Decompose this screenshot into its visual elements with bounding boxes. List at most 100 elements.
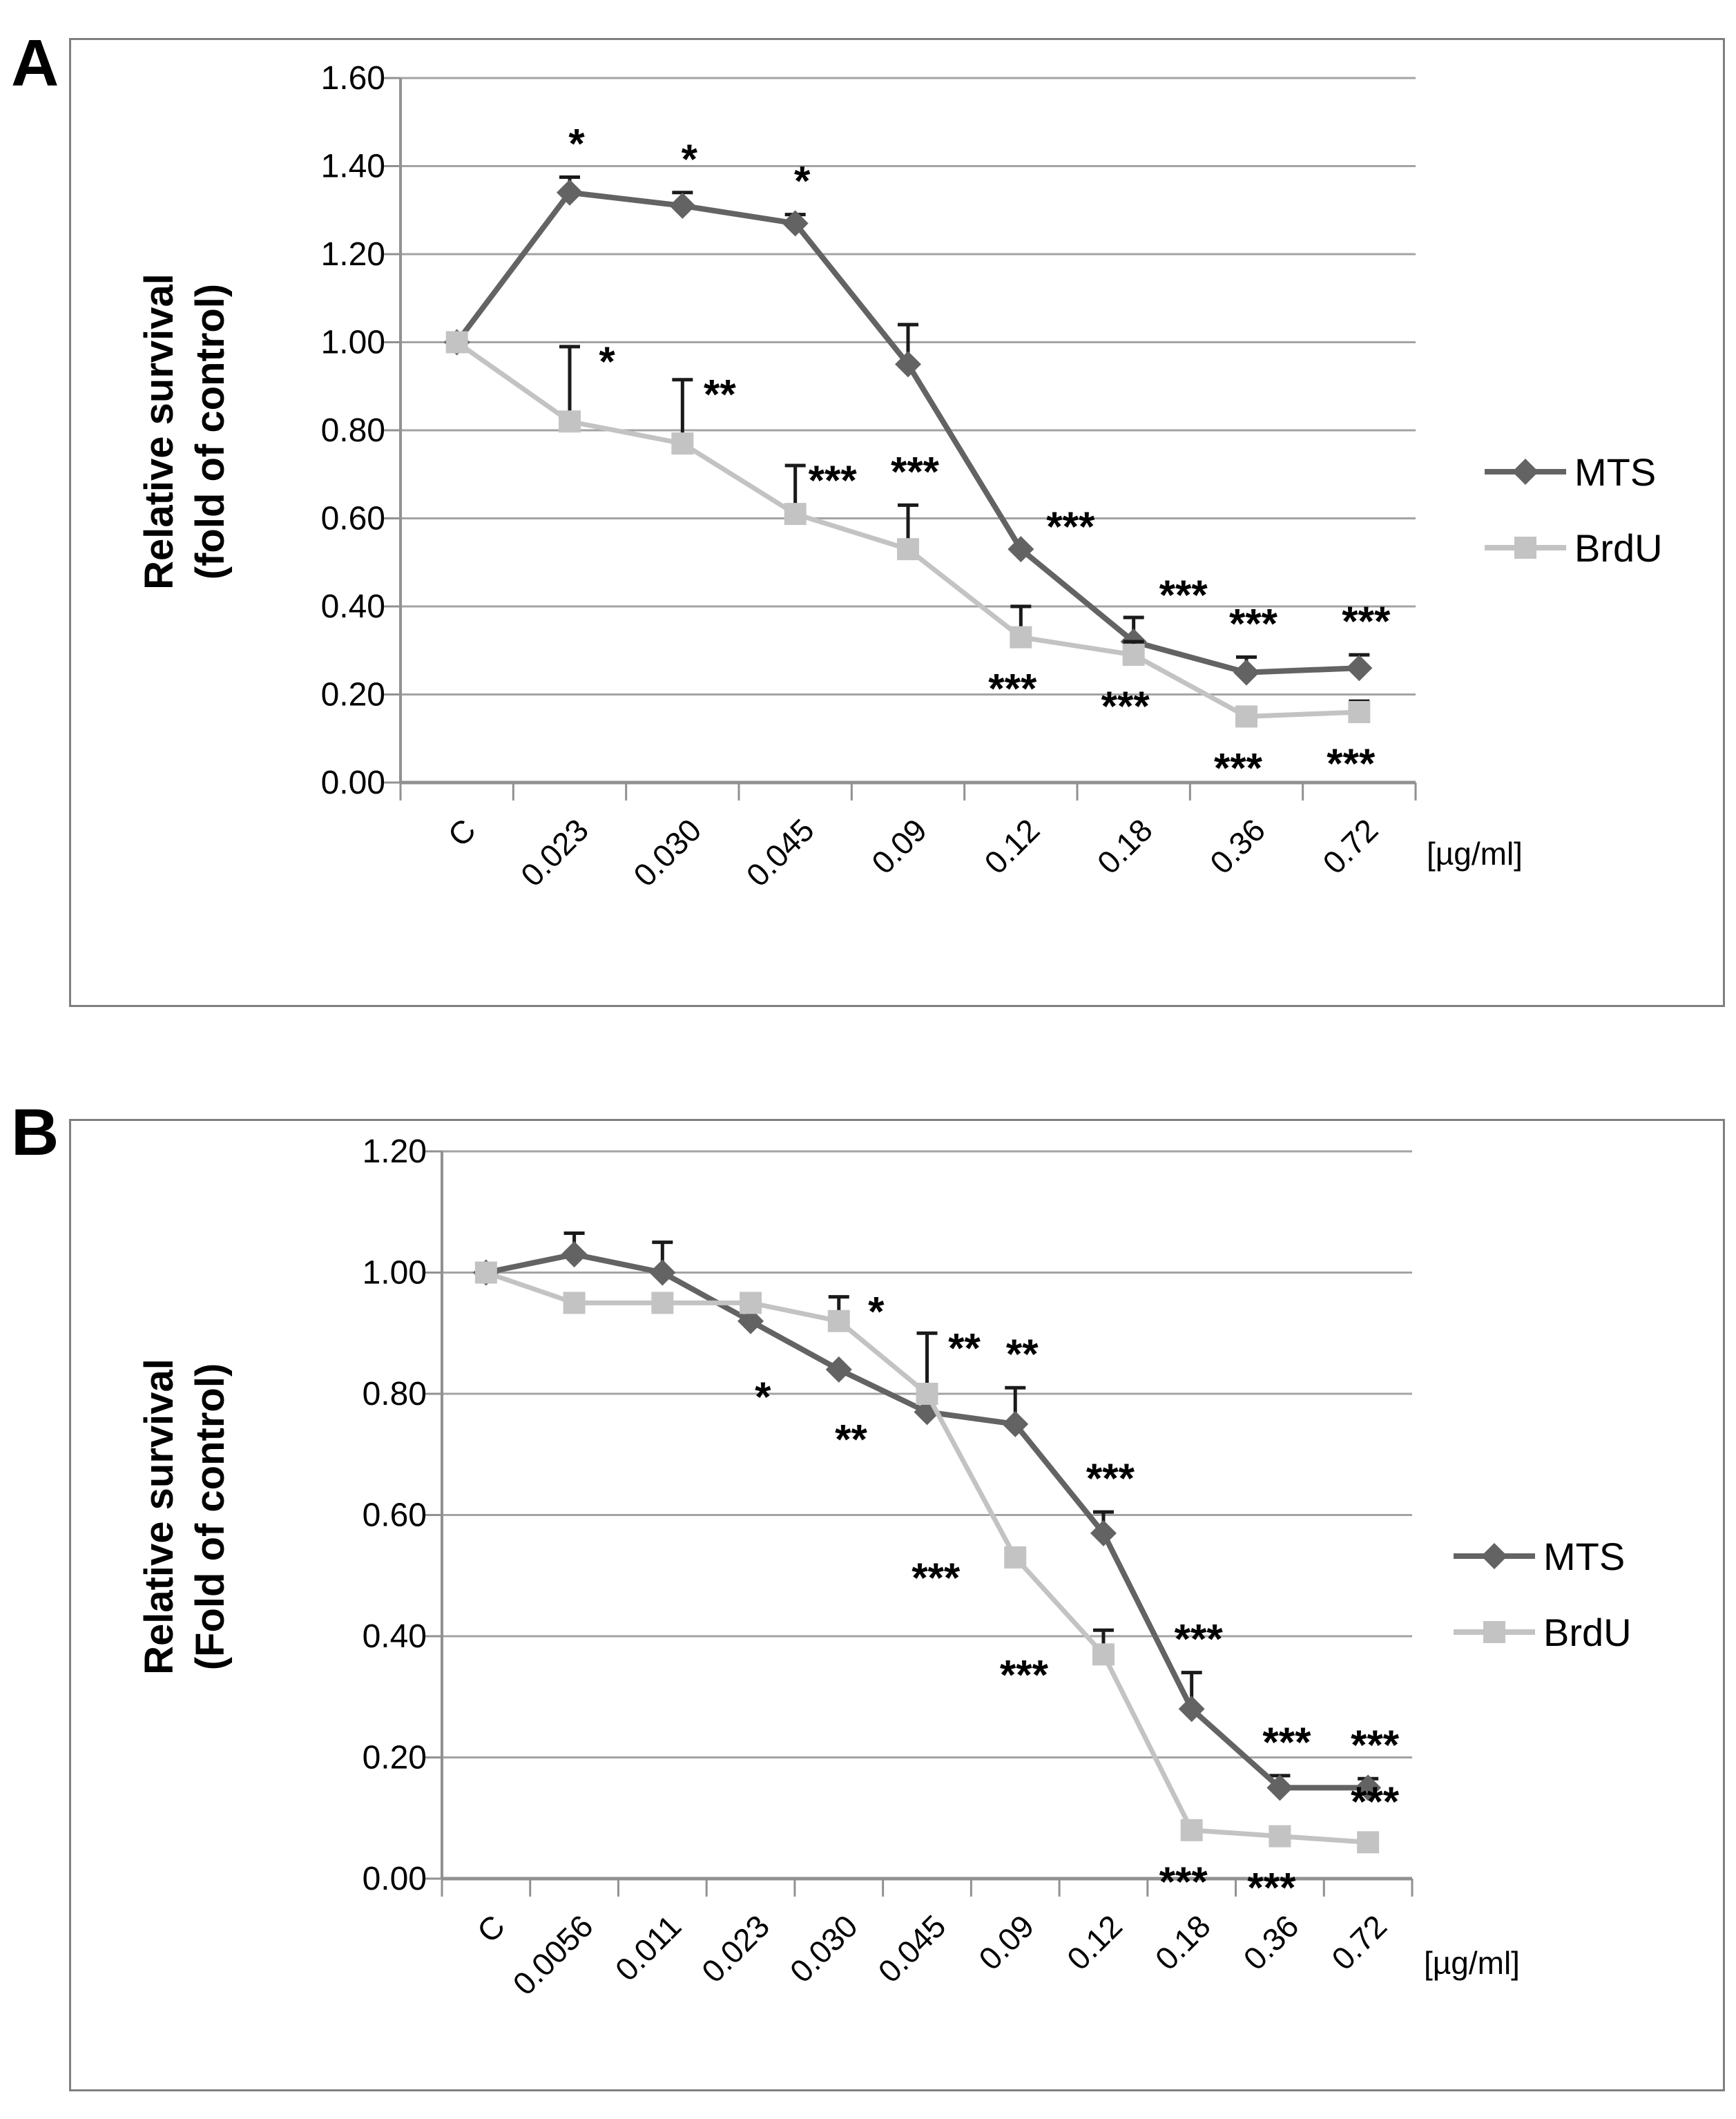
mts-diamond-marker bbox=[1002, 1410, 1029, 1437]
brdu-square-marker bbox=[559, 410, 581, 433]
significance-label: * bbox=[568, 120, 585, 166]
panel-b-chart: 1.20 1.00 0.80 0.60 0.40 0.20 0.00 C0.0056 0.011… bbox=[137, 1133, 1632, 2002]
x-category-label: 0.045 bbox=[871, 1908, 952, 1989]
y-tick-label: 0.60 bbox=[363, 1497, 427, 1534]
significance-label: *** bbox=[1086, 1455, 1135, 1502]
significance-label: *** bbox=[1262, 1719, 1311, 1765]
mts-diamond-marker bbox=[1178, 1696, 1205, 1723]
significance-label: *** bbox=[809, 457, 858, 504]
x-category-label: 0.72 bbox=[1324, 1908, 1393, 1977]
significance-label: *** bbox=[891, 448, 940, 495]
x-category-label: 0.023 bbox=[514, 812, 595, 893]
y-tick-label: 0.60 bbox=[321, 501, 385, 537]
brdu-square-marker bbox=[1122, 644, 1145, 667]
mts-diamond-marker bbox=[1090, 1519, 1117, 1546]
legend-label: BrdU bbox=[1574, 526, 1663, 570]
brdu-square-marker bbox=[1004, 1546, 1027, 1569]
x-category-label: 0.18 bbox=[1090, 812, 1159, 881]
y-tick-label: 1.20 bbox=[363, 1133, 427, 1170]
significance-label: *** bbox=[912, 1555, 961, 1601]
mts-diamond-marker bbox=[895, 351, 921, 378]
y-axis-title-line1: Relative survival bbox=[137, 1359, 182, 1675]
unit-label: [µg/ml] bbox=[1427, 836, 1523, 872]
brdu-square-marker bbox=[445, 331, 468, 354]
y-tick-label: 0.20 bbox=[363, 1740, 427, 1776]
mts-diamond-marker bbox=[1355, 1774, 1382, 1801]
mts-diamond-marker bbox=[782, 210, 809, 237]
x-category-label: 0.36 bbox=[1236, 1908, 1305, 1977]
y-axis-title-line1: Relative survival bbox=[137, 274, 182, 590]
y-tick-label: 0.20 bbox=[321, 677, 385, 713]
y-tick-label: 1.60 bbox=[321, 60, 385, 97]
brdu-square-marker bbox=[740, 1292, 762, 1314]
x-category-label: 0.030 bbox=[626, 812, 708, 893]
brdu-square-marker bbox=[1348, 701, 1371, 723]
brdu-square-marker bbox=[897, 538, 919, 561]
brdu-square-marker bbox=[1357, 1831, 1380, 1854]
brdu-square-marker bbox=[671, 432, 694, 455]
y-tick-label: 0.00 bbox=[363, 1861, 427, 1897]
significance-label: * bbox=[682, 136, 698, 182]
mts-line bbox=[454, 189, 1360, 675]
legend-diamond-marker bbox=[1512, 459, 1539, 485]
mts-diamond-marker bbox=[737, 1307, 764, 1334]
significance-label: *** bbox=[1175, 1616, 1224, 1662]
significance-label: ** bbox=[1006, 1331, 1039, 1377]
significance-label: *** bbox=[1000, 1651, 1049, 1698]
brdu-square-marker bbox=[651, 1292, 674, 1314]
brdu-square-marker bbox=[1269, 1825, 1291, 1848]
x-category-label: 0.023 bbox=[695, 1908, 776, 1989]
mts-diamond-marker bbox=[1007, 536, 1034, 563]
x-category-label: C bbox=[470, 1908, 512, 1949]
mts-diamond-marker bbox=[825, 1356, 852, 1383]
mts-diamond-marker bbox=[561, 1241, 588, 1268]
legend-label: BrdU bbox=[1543, 1611, 1632, 1654]
legend-square-marker bbox=[1514, 537, 1536, 559]
significance-label: * bbox=[868, 1289, 885, 1335]
x-category-label: 0.12 bbox=[1060, 1908, 1129, 1977]
y-tick-label: 0.40 bbox=[321, 588, 385, 625]
y-tick-label: 0.40 bbox=[363, 1618, 427, 1655]
panel-b-frame bbox=[69, 1119, 1725, 2091]
significance-label: *** bbox=[1327, 740, 1376, 787]
y-tick-label: 0.80 bbox=[321, 412, 385, 449]
y-axis-title-line2: (fold of control) bbox=[188, 284, 233, 579]
mts-diamond-marker bbox=[557, 179, 583, 206]
significance-label: *** bbox=[1046, 504, 1095, 550]
legend-diamond-marker bbox=[1481, 1543, 1507, 1569]
x-category-label: 0.18 bbox=[1148, 1908, 1217, 1977]
x-category-label: 0.72 bbox=[1315, 812, 1385, 881]
y-tick-label: 1.00 bbox=[321, 325, 385, 361]
significance-label: ** bbox=[835, 1416, 867, 1462]
significance-label: ** bbox=[948, 1325, 981, 1371]
brdu-square-marker bbox=[1010, 626, 1032, 649]
significance-label: ** bbox=[704, 372, 736, 418]
significance-label: *** bbox=[1101, 683, 1150, 729]
legend: MTS BrdU bbox=[1485, 450, 1663, 570]
brdu-square-marker bbox=[1180, 1819, 1203, 1841]
unit-label: [µg/ml] bbox=[1424, 1945, 1520, 1981]
brdu-series: ****** ****** ****** *** bbox=[445, 331, 1376, 791]
significance-label: *** bbox=[1229, 600, 1278, 646]
significance-label: * bbox=[794, 158, 811, 204]
x-category-label: 0.011 bbox=[608, 1908, 688, 1988]
legend: MTS BrdU bbox=[1454, 1535, 1632, 1654]
panel-a-letter: A bbox=[11, 26, 59, 100]
mts-series: * * ********** *** bbox=[443, 120, 1391, 686]
significance-label: * bbox=[599, 338, 615, 385]
legend-label: MTS bbox=[1543, 1535, 1625, 1578]
panel-b-letter: B bbox=[11, 1095, 59, 1169]
significance-label: *** bbox=[1351, 1722, 1400, 1768]
y-axis-title-line2: (Fold of control) bbox=[188, 1363, 233, 1671]
y-tick-label: 0.00 bbox=[321, 765, 385, 801]
y-tick-label: 0.80 bbox=[363, 1376, 427, 1412]
legend-label: MTS bbox=[1574, 450, 1656, 494]
brdu-square-marker bbox=[784, 503, 807, 526]
significance-label: *** bbox=[1214, 745, 1263, 791]
significance-label: *** bbox=[1247, 1865, 1296, 1911]
brdu-series: ************ ****** bbox=[474, 1261, 1400, 1911]
y-tick-label: 1.40 bbox=[321, 148, 385, 185]
x-category-label: 0.36 bbox=[1203, 812, 1272, 881]
x-category-label: 0.09 bbox=[865, 812, 934, 881]
